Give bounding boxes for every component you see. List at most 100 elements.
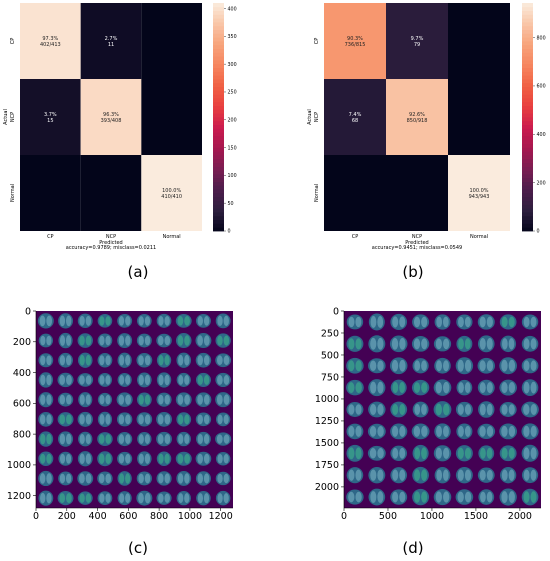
lung-left [348, 469, 355, 481]
lung-right [223, 374, 230, 385]
lung-right [443, 338, 450, 350]
lung-left [197, 414, 203, 425]
lung-left [40, 492, 46, 504]
colorbar-tick-label: 150 [228, 145, 237, 151]
lung-left [119, 493, 125, 504]
colorbar-segment [213, 90, 224, 95]
lung-left [348, 338, 355, 350]
lung-right [144, 434, 150, 444]
lung-right [508, 469, 515, 481]
lung-right [125, 335, 131, 346]
lung-right [377, 403, 384, 416]
colorbar-tick-label: 0 [537, 229, 540, 235]
colorbar-segment [522, 227, 533, 232]
cell-label-r0-c0: 97.3% [42, 36, 58, 42]
colorbar-segment [522, 18, 533, 23]
lung-right [203, 453, 210, 464]
colorbar-segment [522, 56, 533, 61]
colorbar-segment [213, 67, 224, 72]
lung-left [435, 403, 442, 416]
x-tick-label: 1000 [178, 511, 202, 522]
lung-left [177, 473, 184, 484]
lung-right [125, 394, 131, 405]
lung-right [223, 335, 230, 346]
lung-right [144, 414, 151, 425]
lung-left [157, 414, 164, 425]
colorbar-segment [522, 60, 533, 65]
lung-left [197, 375, 203, 385]
colorbar-segment [522, 120, 533, 125]
colorbar-segment [213, 101, 224, 106]
colorbar-segment [522, 162, 533, 167]
y-tick-label: 0 [25, 306, 31, 317]
colorbar-segment [522, 181, 533, 186]
lung-right [399, 491, 406, 503]
lung-right [443, 381, 450, 394]
lung-left [502, 338, 508, 350]
colorbar-segment [213, 215, 224, 220]
lung-right [464, 469, 472, 481]
lung-right [486, 382, 493, 394]
lung-right [355, 338, 362, 350]
colorbar-segment [522, 208, 533, 213]
lung-right [46, 473, 52, 484]
lung-left [118, 316, 125, 326]
lung-right [125, 473, 131, 484]
lung-left [197, 453, 203, 464]
x-tick-label: 600 [119, 511, 137, 522]
lung-left [157, 335, 164, 346]
colorbar-segment [213, 136, 224, 141]
lung-right [184, 493, 190, 504]
lung-left [392, 469, 399, 481]
lung-left [436, 425, 443, 438]
heatmap-cell-r0-c0 [20, 3, 81, 79]
lung-left [457, 359, 464, 372]
lung-left [414, 403, 421, 416]
lung-left [369, 360, 377, 371]
lung-right [125, 316, 131, 326]
lung-left [138, 434, 144, 444]
lung-right [65, 453, 72, 464]
lung-right [442, 425, 449, 438]
colorbar-tick-label: 400 [228, 6, 237, 12]
y-tick-label: Normal [314, 184, 320, 202]
heatmap-cell-r1-c1 [80, 79, 142, 155]
lung-right [144, 473, 151, 484]
x-axis-label: Predicted [405, 240, 428, 246]
lung-left [158, 453, 164, 464]
lung-right [46, 374, 52, 386]
x-tick-label: Normal [163, 234, 181, 240]
cell-label-r1-c1: 850/918 [407, 118, 428, 124]
x-tick-label: 400 [88, 511, 106, 522]
colorbar-segment [522, 105, 533, 110]
lung-left [79, 315, 85, 326]
lung-left [414, 447, 421, 460]
lung-left [197, 473, 203, 484]
lung-right [355, 491, 362, 503]
lung-left [79, 394, 85, 405]
lung-right [66, 374, 72, 385]
lung-left [177, 335, 184, 346]
lung-left [501, 491, 508, 504]
lung-right [223, 473, 229, 484]
lung-right [486, 491, 493, 503]
lung-left [177, 414, 184, 425]
heatmap-cell-r0-c1 [80, 3, 142, 79]
heatmap-cell-r0-c1 [386, 3, 448, 79]
colorbar-segment [213, 132, 224, 137]
lung-right [65, 355, 72, 366]
colorbar-segment [213, 41, 224, 46]
colorbar-segment [522, 22, 533, 27]
lung-right [164, 473, 170, 484]
lung-left [413, 316, 421, 328]
lung-right [530, 360, 537, 372]
colorbar-segment [213, 75, 224, 80]
lung-left [40, 394, 46, 405]
lung-right [530, 403, 537, 416]
lung-left [523, 338, 530, 350]
lung-left [158, 374, 164, 386]
lung-right [144, 355, 151, 366]
lung-right [164, 315, 170, 326]
cell-label-r1-c1: 393/408 [101, 118, 122, 124]
lung-right [46, 355, 52, 366]
